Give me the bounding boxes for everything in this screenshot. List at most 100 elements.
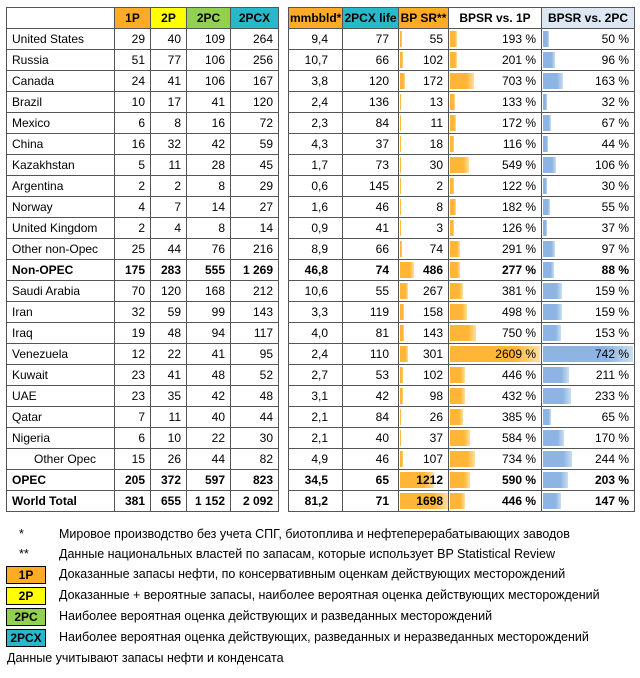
cell-value: 1,6 — [288, 196, 343, 218]
column-gap — [278, 49, 289, 71]
bpsr-cell: 107 — [398, 448, 449, 470]
footnote-text: Доказанные + вероятные запасы, наиболее … — [59, 588, 600, 602]
orange-data-bar — [400, 472, 435, 488]
row-label: Kuwait — [6, 364, 115, 386]
cell-value: 65 — [342, 469, 399, 491]
cell-value: 30 — [230, 427, 279, 449]
cell-value: 2 — [114, 217, 151, 239]
orange-data-bar — [450, 430, 471, 446]
orange-data-bar — [400, 52, 403, 68]
cell-value: 77 — [342, 28, 399, 50]
table-row: Venezuela 12 22 41 95 2,4 110 301 2609 % 742 % — [6, 343, 635, 365]
cell-value: 3 — [436, 220, 443, 235]
cell-value: 549 % — [501, 157, 536, 172]
orange-data-bar — [450, 325, 476, 341]
orange-data-bar — [450, 178, 455, 194]
cell-value: 11 — [150, 406, 187, 428]
cell-value: 24 — [114, 70, 151, 92]
bpsr-vs-1p-cell: 498 % — [448, 301, 542, 323]
cell-value: 107 — [422, 451, 443, 466]
bpsr-cell: 2 — [398, 175, 449, 197]
cell-value: 98 — [429, 388, 443, 403]
bpsr-vs-2pc-cell: 97 % — [541, 238, 635, 260]
cell-value: 14 — [230, 217, 279, 239]
bpsr-vs-1p-cell: 584 % — [448, 427, 542, 449]
row-label: Saudi Arabia — [6, 280, 115, 302]
2p-legend-swatch: 2P — [6, 587, 46, 605]
cell-value: 8 — [186, 175, 231, 197]
orange-data-bar — [400, 73, 405, 89]
cell-value: 16 — [114, 133, 151, 155]
row-label: Other Opec — [6, 448, 115, 470]
cell-value: 4,9 — [288, 448, 343, 470]
orange-data-bar — [450, 31, 457, 47]
cell-value: 8,9 — [288, 238, 343, 260]
cell-value: 203 % — [594, 472, 629, 487]
blue-data-bar — [543, 94, 547, 110]
cell-value: 498 % — [501, 304, 536, 319]
bpsr-vs-2pc-cell: 147 % — [541, 490, 635, 512]
footnote-text: Наиболее вероятная оценка действующих и … — [59, 609, 493, 623]
corner-cell — [6, 7, 115, 29]
cell-value: 81 — [342, 322, 399, 344]
cell-value: 41 — [342, 217, 399, 239]
cell-value: 44 — [230, 406, 279, 428]
cell-value: 655 — [150, 490, 187, 512]
orange-data-bar — [450, 388, 465, 404]
cell-value: 106 — [186, 70, 231, 92]
column-header-2pc: 2PC — [186, 7, 231, 29]
column-gap — [278, 7, 289, 29]
blue-data-bar — [543, 220, 548, 236]
row-label: World Total — [6, 490, 115, 512]
cell-value: 13 — [429, 94, 443, 109]
cell-value: 73 — [342, 154, 399, 176]
cell-value: 8 — [436, 199, 443, 214]
footnote-marker: * — [19, 527, 24, 541]
cell-value: 2 — [436, 178, 443, 193]
cell-value: 59 — [230, 133, 279, 155]
cell-value: 168 — [186, 280, 231, 302]
cell-value: 3,8 — [288, 70, 343, 92]
column-header-bpsr-vs-2pc: BPSR vs. 2PC — [541, 7, 635, 29]
cell-value: 65 % — [601, 409, 629, 424]
column-gap — [278, 91, 289, 113]
cell-value: 2609 % — [495, 346, 536, 361]
cell-value: 233 % — [594, 388, 629, 403]
cell-value: 71 — [342, 490, 399, 512]
table-row: Iran 32 59 99 143 3,3 119 158 498 % 159 % — [6, 301, 635, 323]
cell-value: 44 % — [601, 136, 629, 151]
cell-value: 52 — [230, 364, 279, 386]
cell-value: 46 — [342, 448, 399, 470]
cell-value: 1 152 — [186, 490, 231, 512]
table-row: Nigeria 6 10 22 30 2,1 40 37 584 % 170 % — [6, 427, 635, 449]
cell-value: 116 % — [502, 136, 536, 151]
cell-value: 59 — [150, 301, 187, 323]
orange-data-bar — [400, 94, 401, 110]
bpsr-vs-1p-cell: 385 % — [448, 406, 542, 428]
orange-data-bar — [450, 262, 460, 278]
cell-value: 41 — [186, 91, 231, 113]
cell-value: 1 269 — [230, 259, 279, 281]
cell-value: 432 % — [501, 388, 536, 403]
orange-data-bar — [400, 409, 401, 425]
header-row: 1P 2P 2PC 2PCX mmbbld* 2PCX life BP SR** BPSR v… — [6, 7, 635, 29]
table-row: Other non-Opec 25 44 76 216 8,9 66 74 291 % 97 % — [6, 238, 635, 260]
orange-data-bar — [400, 346, 409, 362]
cell-value: 256 — [230, 49, 279, 71]
row-label: Russia — [6, 49, 115, 71]
cell-value: 55 — [429, 31, 443, 46]
row-label: Canada — [6, 70, 115, 92]
column-gap — [278, 70, 289, 92]
cell-value: 277 % — [501, 262, 536, 277]
cell-value: 14 — [186, 196, 231, 218]
cell-value: 267 — [422, 283, 443, 298]
cell-value: 7 — [114, 406, 151, 428]
orange-data-bar — [450, 157, 469, 173]
cell-value: 133 % — [501, 94, 536, 109]
column-header-1p: 1P — [114, 7, 151, 29]
cell-value: 143 — [230, 301, 279, 323]
cell-value: 372 — [150, 469, 187, 491]
cell-value: 5 — [114, 154, 151, 176]
bpsr-vs-2pc-cell: 233 % — [541, 385, 635, 407]
cell-value: 27 — [230, 196, 279, 218]
